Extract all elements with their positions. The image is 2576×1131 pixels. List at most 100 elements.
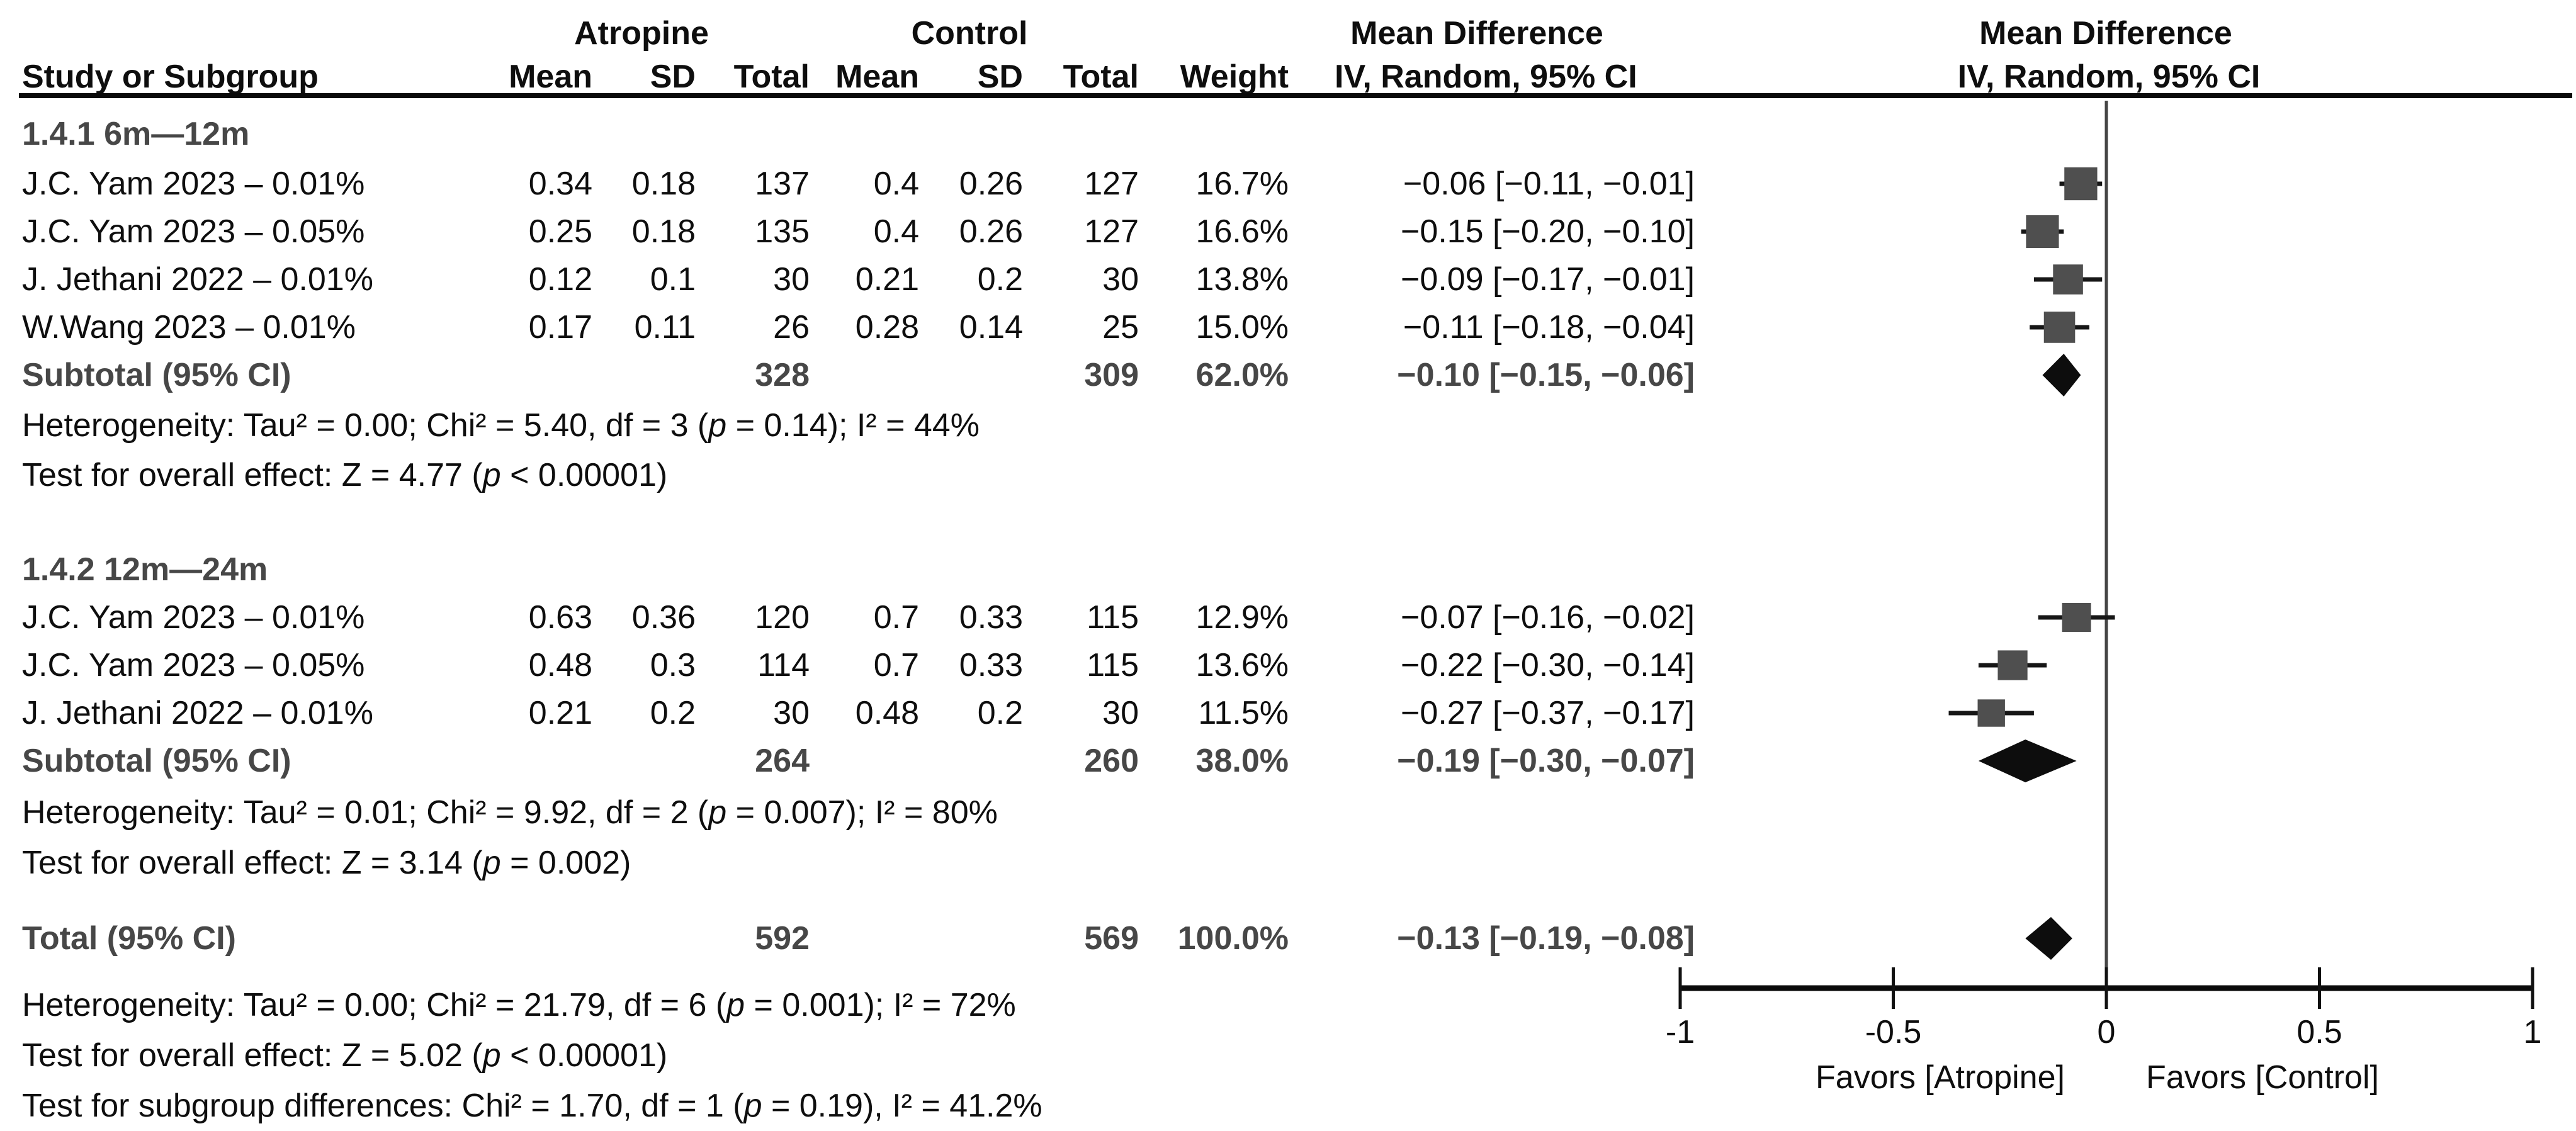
atropine-sd: 0.18 [631,213,696,250]
weight-value: 13.8% [1195,261,1289,298]
atropine-sd: 0.36 [631,599,696,636]
md-ci-value: −0.22 [−0.30, −0.14] [1401,647,1695,684]
subtotal-label: Subtotal (95% CI) [22,743,291,779]
total-label: Total (95% CI) [22,920,236,957]
axis-tick-label: -1 [1665,1014,1695,1050]
weight-value: 16.7% [1195,166,1289,202]
study-label: J.C. Yam 2023 – 0.05% [22,213,365,250]
study-point-square [1977,699,2005,727]
mean-difference-column-title: Mean Difference [1350,15,1603,52]
axis-tick-label: 1 [2523,1014,2542,1050]
subtotal-atropine-total: 328 [755,357,810,393]
control-mean-header: Mean [835,59,919,95]
control-sd: 0.33 [959,599,1023,636]
study-label: J.C. Yam 2023 – 0.01% [22,599,365,636]
control-group-header: Control [911,15,1028,52]
atropine-total: 26 [773,309,810,346]
atropine-total: 114 [757,647,810,684]
control-mean: 0.28 [855,309,919,346]
control-sd: 0.2 [977,695,1023,731]
plot-method-header: IV, Random, 95% CI [1957,59,2261,95]
control-total: 115 [1087,599,1139,636]
control-mean: 0.21 [855,261,919,298]
md-ci-value: −0.27 [−0.37, −0.17] [1401,695,1695,731]
subtotal-md-ci: −0.19 [−0.30, −0.07] [1397,743,1695,779]
control-mean: 0.7 [873,647,919,684]
atropine-mean: 0.63 [528,599,592,636]
subtotal-label: Subtotal (95% CI) [22,357,291,393]
md-method-header: IV, Random, 95% CI [1335,59,1637,95]
favors-left-label: Favors [Atropine] [1816,1059,2065,1096]
control-sd-header: SD [977,59,1023,95]
control-total: 30 [1102,695,1139,731]
weight-value: 16.6% [1195,213,1289,250]
study-label: J.C. Yam 2023 – 0.01% [22,166,365,202]
control-total: 127 [1084,213,1139,250]
md-ci-value: −0.11 [−0.18, −0.04] [1403,309,1695,346]
atropine-group-header: Atropine [574,15,709,52]
atropine-sd: 0.18 [631,166,696,202]
subtotal-weight: 38.0% [1195,743,1289,779]
total-diamond [2025,917,2072,960]
study-label: W.Wang 2023 – 0.01% [22,309,356,346]
control-sd: 0.26 [959,213,1023,250]
total-atropine-total: 592 [755,920,810,957]
atropine-sd: 0.11 [634,309,696,346]
atropine-mean: 0.34 [528,166,592,202]
meta-statistics-line: Test for subgroup differences: Chi² = 1.… [22,1088,1042,1124]
atropine-sd: 0.2 [650,695,696,731]
favors-right-label: Favors [Control] [2146,1059,2379,1096]
md-ci-value: −0.06 [−0.11, −0.01] [1403,166,1695,202]
md-ci-value: −0.15 [−0.20, −0.10] [1401,213,1695,250]
control-total: 127 [1084,166,1139,202]
atropine-mean-header: Mean [509,59,592,95]
atropine-total-header: Total [733,59,810,95]
study-point-square [1997,650,2028,680]
weight-value: 13.6% [1195,647,1289,684]
subtotal-weight: 62.0% [1195,357,1289,393]
subtotal-diamond [1978,740,2077,782]
atropine-total: 120 [755,599,810,636]
subtotal-control-total: 260 [1084,743,1139,779]
meta-statistics-line: Heterogeneity: Tau² = 0.00; Chi² = 21.79… [22,987,1016,1023]
meta-statistics-line: Test for overall effect: Z = 5.02 (p < 0… [22,1037,668,1074]
weight-header: Weight [1180,59,1289,95]
study-point-square [2064,167,2098,201]
study-label: J. Jethani 2022 – 0.01% [22,695,373,731]
control-mean: 0.7 [873,599,919,636]
mean-difference-plot-title: Mean Difference [1979,15,2232,52]
control-mean: 0.4 [873,213,919,250]
study-point-square [2062,603,2091,632]
control-sd: 0.33 [959,647,1023,684]
meta-statistics-line: Heterogeneity: Tau² = 0.00; Chi² = 5.40,… [22,407,980,444]
study-point-square [2053,264,2083,295]
md-ci-value: −0.09 [−0.17, −0.01] [1401,261,1695,298]
total-control-total: 569 [1084,920,1139,957]
weight-value: 15.0% [1195,309,1289,346]
meta-statistics-line: Heterogeneity: Tau² = 0.01; Chi² = 9.92,… [22,794,998,831]
study-column-header: Study or Subgroup [22,59,319,95]
control-sd: 0.14 [959,309,1023,346]
atropine-total: 137 [755,166,810,202]
subtotal-md-ci: −0.10 [−0.15, −0.06] [1397,357,1695,393]
control-mean: 0.48 [855,695,919,731]
weight-value: 11.5% [1198,695,1289,731]
subgroup-heading: 1.4.1 6m—12m [22,116,250,152]
atropine-mean: 0.21 [528,695,592,731]
axis-tick-label: 0.5 [2296,1014,2342,1050]
study-point-square [2026,215,2059,249]
weight-value: 12.9% [1195,599,1289,636]
study-label: J. Jethani 2022 – 0.01% [22,261,373,298]
subtotal-diamond [2042,354,2081,397]
meta-statistics-line: Test for overall effect: Z = 4.77 (p < 0… [22,457,668,493]
study-label: J.C. Yam 2023 – 0.05% [22,647,365,684]
subgroup-heading: 1.4.2 12m—24m [22,551,268,588]
control-mean: 0.4 [873,166,919,202]
total-weight: 100.0% [1177,920,1289,957]
subtotal-atropine-total: 264 [755,743,810,779]
atropine-mean: 0.25 [528,213,592,250]
atropine-total: 135 [755,213,810,250]
atropine-mean: 0.17 [528,309,592,346]
